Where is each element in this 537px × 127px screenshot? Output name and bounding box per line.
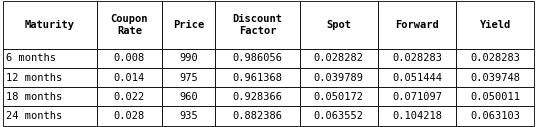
Bar [3,68,97,87]
Bar [456,68,534,87]
Text: 0.051444: 0.051444 [392,73,442,83]
Text: 24 months: 24 months [6,111,62,121]
Bar [162,87,215,106]
Bar [162,49,215,68]
Bar [300,68,378,87]
Text: 12 months: 12 months [6,73,62,83]
Text: Discount
Factor: Discount Factor [233,14,282,36]
Text: 0.028283: 0.028283 [470,53,520,63]
Text: 0.928366: 0.928366 [233,92,282,102]
Bar [300,1,378,49]
Bar [97,68,162,87]
Bar [300,87,378,106]
Bar [97,87,162,106]
Text: 0.986056: 0.986056 [233,53,282,63]
Text: 0.039748: 0.039748 [470,73,520,83]
Bar [456,1,534,49]
Bar [3,87,97,106]
Bar [215,106,300,126]
Text: Forward: Forward [395,20,439,30]
Text: 0.050011: 0.050011 [470,92,520,102]
Text: 975: 975 [179,73,198,83]
Bar [3,1,97,49]
Text: 0.008: 0.008 [114,53,145,63]
Text: 0.039789: 0.039789 [314,73,364,83]
Bar [378,1,456,49]
Bar [456,87,534,106]
Text: 6 months: 6 months [6,53,56,63]
Text: 990: 990 [179,53,198,63]
Text: 18 months: 18 months [6,92,62,102]
Bar [162,106,215,126]
Bar [378,87,456,106]
Text: 960: 960 [179,92,198,102]
Text: 0.063552: 0.063552 [314,111,364,121]
Text: 0.028: 0.028 [114,111,145,121]
Text: 0.063103: 0.063103 [470,111,520,121]
Text: Maturity: Maturity [25,20,75,30]
Text: Spot: Spot [326,20,351,30]
Bar [456,106,534,126]
Bar [378,49,456,68]
Bar [215,49,300,68]
Text: 0.014: 0.014 [114,73,145,83]
Text: 0.028282: 0.028282 [314,53,364,63]
Bar [300,49,378,68]
Text: 0.022: 0.022 [114,92,145,102]
Text: 0.071097: 0.071097 [392,92,442,102]
Bar [378,106,456,126]
Text: Coupon
Rate: Coupon Rate [111,14,148,36]
Text: Price: Price [173,20,204,30]
Bar [215,1,300,49]
Bar [378,68,456,87]
Text: Yield: Yield [480,20,511,30]
Bar [97,106,162,126]
Bar [215,68,300,87]
Bar [215,87,300,106]
Bar [97,1,162,49]
Text: 0.882386: 0.882386 [233,111,282,121]
Text: 935: 935 [179,111,198,121]
Bar [3,49,97,68]
Text: 0.050172: 0.050172 [314,92,364,102]
Bar [97,49,162,68]
Text: 0.028283: 0.028283 [392,53,442,63]
Bar [162,1,215,49]
Text: 0.961368: 0.961368 [233,73,282,83]
Bar [3,106,97,126]
Bar [300,106,378,126]
Text: 0.104218: 0.104218 [392,111,442,121]
Bar [162,68,215,87]
Bar [456,49,534,68]
